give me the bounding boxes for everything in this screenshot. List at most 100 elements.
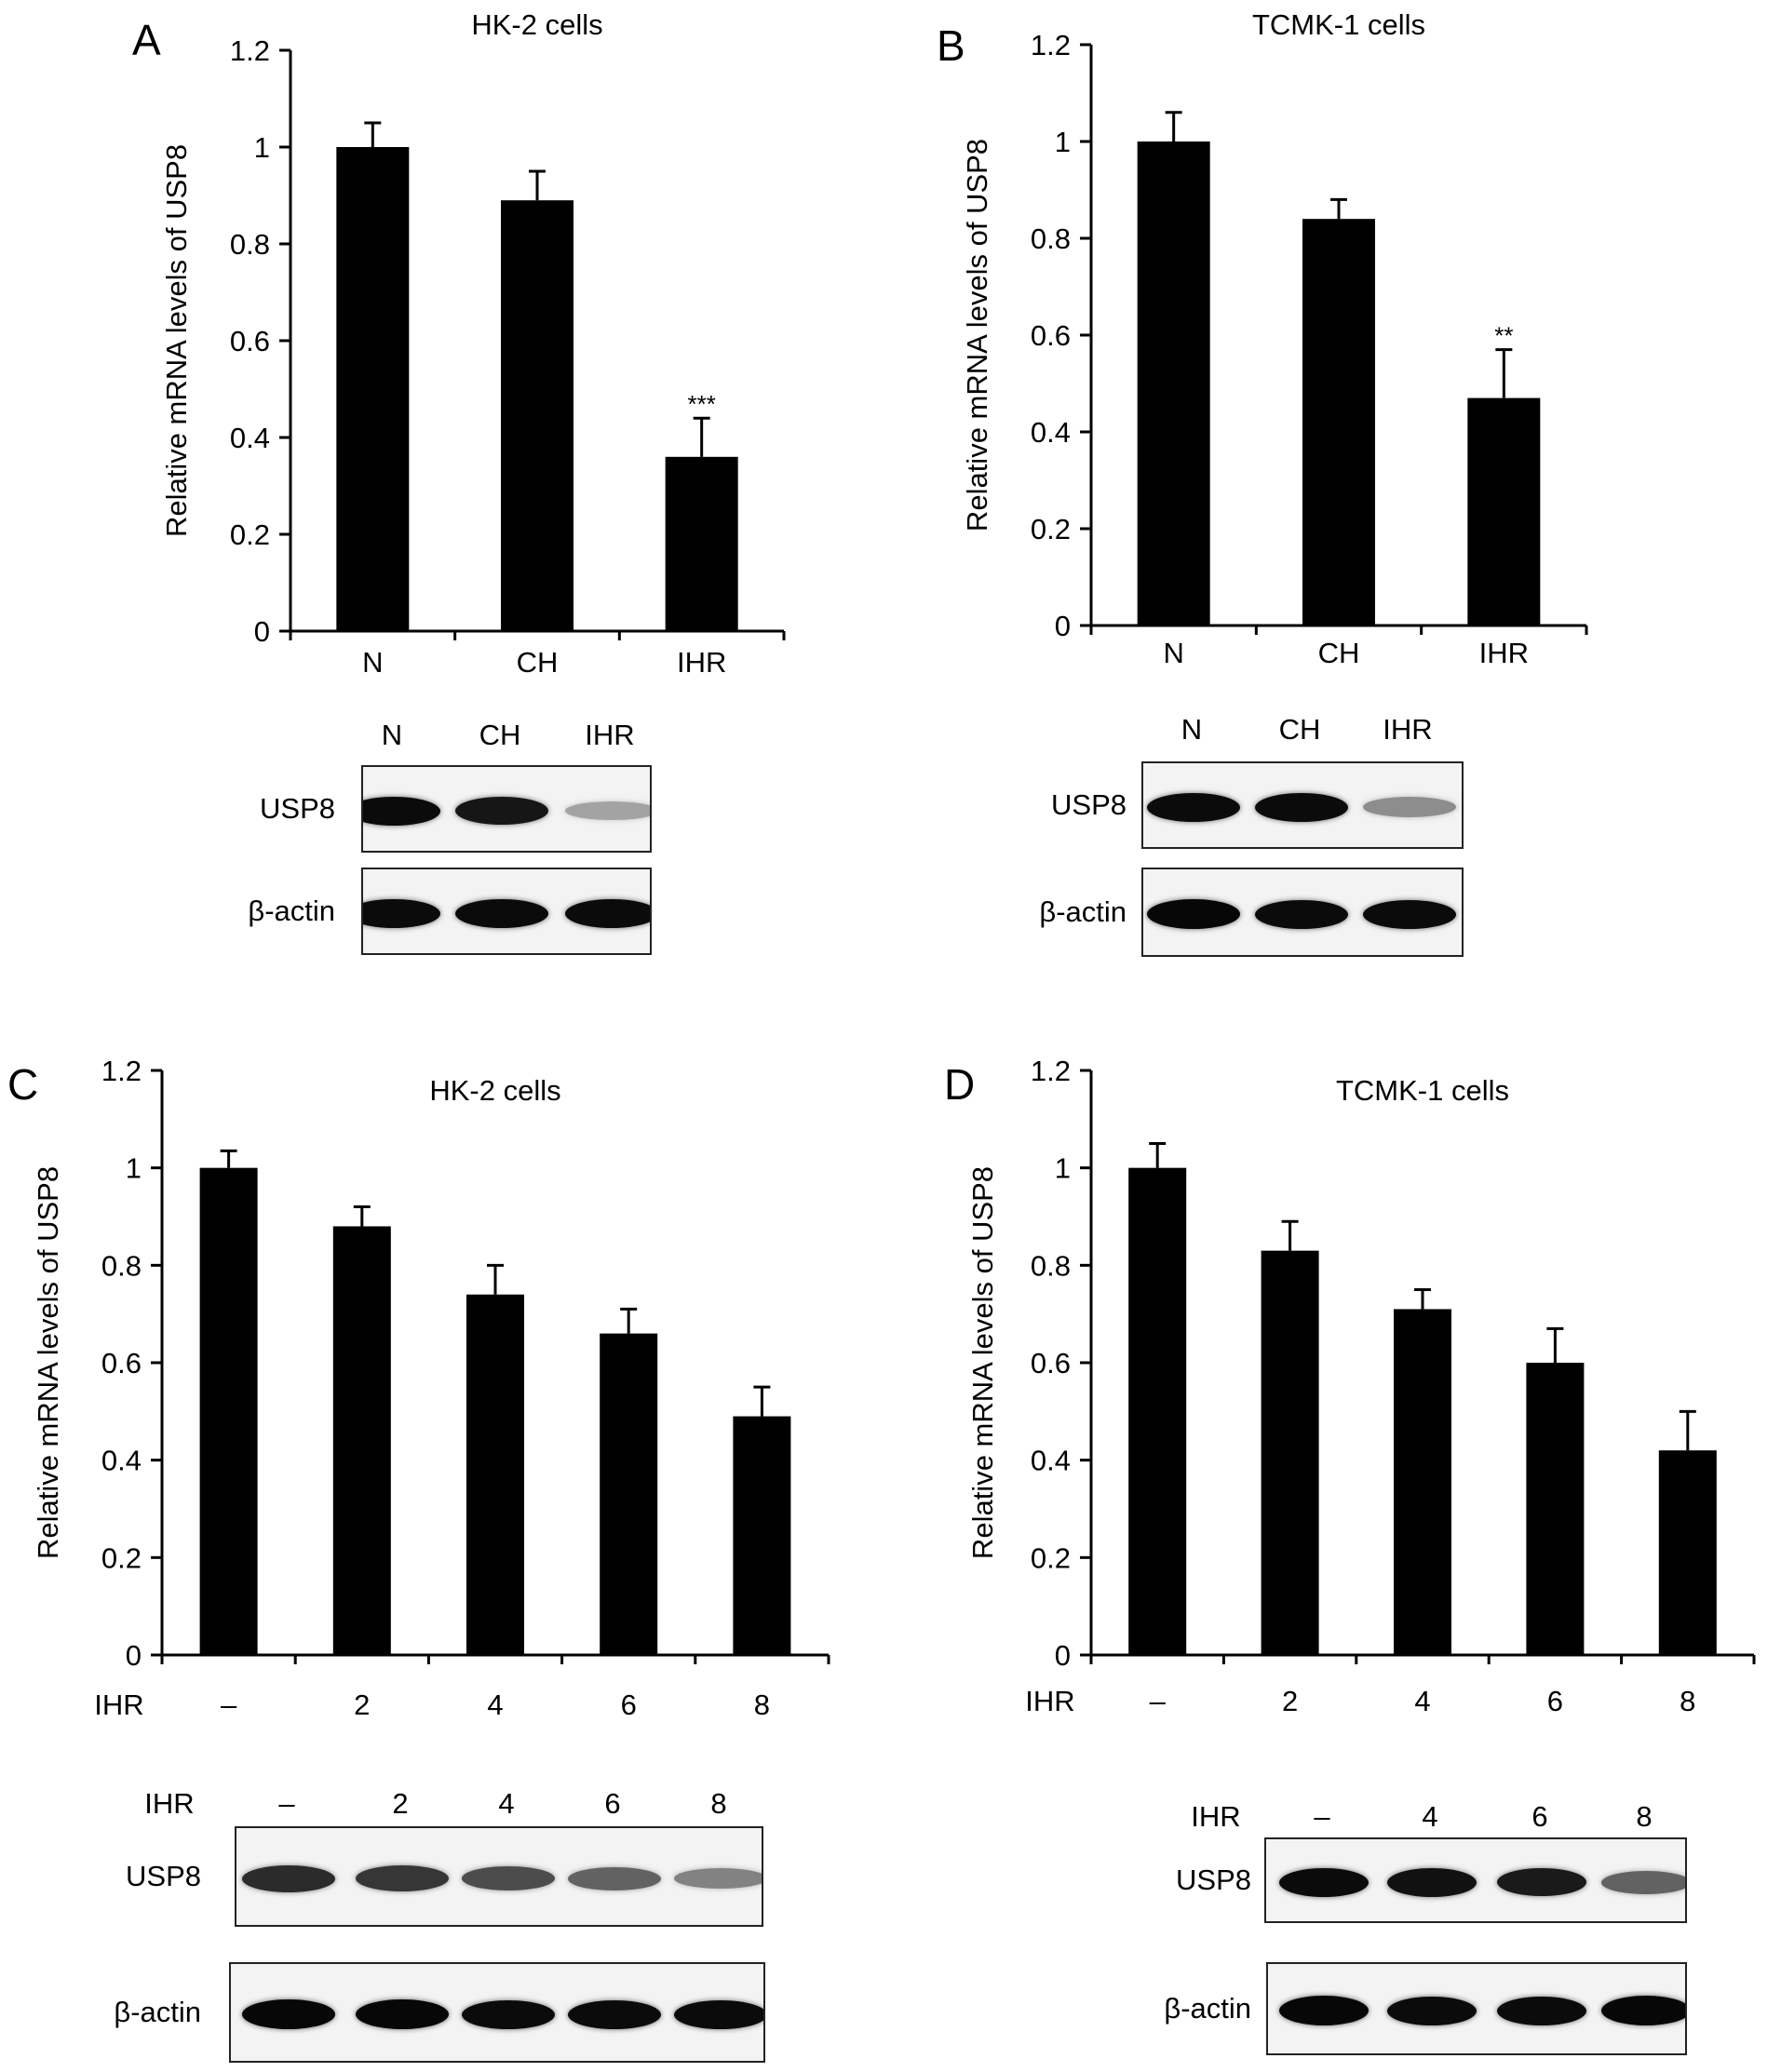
- blot-1-row-label-1: β-actin: [1039, 895, 1127, 928]
- chart-3-y-tick-label: 0.6: [1031, 1347, 1071, 1379]
- chart-2-bar-4: [733, 1416, 791, 1655]
- chart-0-y-tick-label: 0.2: [230, 518, 270, 551]
- blot-0-band-1-2: [565, 898, 650, 928]
- blot-2-band-0-2: [462, 1866, 555, 1890]
- chart-1-y-tick-label: 0: [1055, 610, 1071, 642]
- chart-0-y-tick-label: 0.4: [230, 422, 270, 454]
- blot-2-row-1: [229, 1962, 765, 2063]
- blot-3-band-0-2: [1497, 1868, 1586, 1896]
- blot-0-band-1-1: [455, 898, 548, 928]
- chart-0-bar-1: [501, 200, 573, 631]
- chart-2-y-axis-label: Relative mRNA levels of USP8: [32, 1166, 64, 1559]
- blot-0-lane-label-1: CH: [479, 719, 521, 751]
- chart-0-y-tick-label: 0.6: [230, 325, 270, 357]
- blot-0-band-0-1: [455, 797, 548, 825]
- chart-2-y-tick-label: 0.8: [101, 1249, 142, 1282]
- chart-3-y-tick-label: 0.8: [1031, 1249, 1071, 1282]
- blot-3-row-0: [1264, 1837, 1687, 1923]
- blot-1-lane-label-0: N: [1181, 713, 1203, 746]
- chart-2-y-tick-label: 1.2: [101, 1055, 142, 1087]
- chart-1-y-tick-label: 1: [1055, 126, 1071, 158]
- blot-1-row-1: [1141, 868, 1464, 957]
- chart-0-x-tick-label-1: CH: [517, 646, 559, 679]
- chart-2-title: HK-2 cells: [429, 1074, 560, 1107]
- chart-2-x-tick-label-1: 2: [354, 1689, 370, 1721]
- blot-2-lane-label-1: 2: [392, 1787, 409, 1820]
- chart-0-y-tick-label: 0: [254, 615, 270, 648]
- chart-2-bar-1: [332, 1226, 391, 1655]
- chart-3-title: TCMK-1 cells: [1336, 1074, 1509, 1107]
- blot-1-band-1-2: [1363, 899, 1456, 929]
- blot-2-band-0-4: [674, 1868, 762, 1889]
- blot-2-row-label-0: USP8: [126, 1860, 201, 1892]
- blot-2-band-0-0: [242, 1864, 335, 1892]
- chart-3-x-tick-label-2: 4: [1414, 1685, 1430, 1717]
- chart-1-bar-0: [1137, 141, 1210, 626]
- chart-1-y-tick-label: 1.2: [1031, 29, 1071, 61]
- chart-2-x-tick-label-0: –: [221, 1689, 237, 1721]
- blot-2-band-0-1: [356, 1865, 449, 1891]
- panel-c-letter: C: [7, 1060, 39, 1109]
- blot-1-lane-label-1: CH: [1278, 713, 1321, 746]
- chart-3-x-tick-label-3: 6: [1547, 1685, 1563, 1717]
- chart-3-y-tick-label: 0.4: [1031, 1445, 1071, 1477]
- chart-1-bar-2: [1467, 397, 1541, 626]
- chart-0-y-tick-label: 0.8: [230, 228, 270, 261]
- blot-3-band-0-0: [1279, 1867, 1369, 1897]
- chart-3-bar-2: [1394, 1309, 1451, 1655]
- blot-0-band-0-2: [565, 801, 650, 820]
- blot-3-lane-label-2: 6: [1531, 1800, 1548, 1833]
- chart-0-bar-2: [665, 456, 738, 631]
- blot-2-lane-label-4: 8: [710, 1787, 727, 1820]
- chart-2-x-prefix-label: IHR: [94, 1689, 143, 1721]
- blot-3-lane-label-0: –: [1314, 1800, 1330, 1833]
- blot-1-lane-label-2: IHR: [1383, 713, 1433, 746]
- chart-0-y-tick-label: 1: [254, 131, 270, 164]
- blot-1-band-0-0: [1147, 792, 1240, 822]
- blot-1-band-1-1: [1255, 899, 1348, 929]
- blot-0-band-0-0: [363, 796, 440, 826]
- panel-c-bar-chart: HK-2 cells Relative mRNA levels of USP8 0 0…: [32, 1055, 830, 1721]
- blot-3-band-0-3: [1601, 1870, 1685, 1894]
- chart-3-bar-1: [1261, 1250, 1319, 1655]
- blot-0-row-label-0: USP8: [260, 792, 335, 825]
- blot-3-band-1-3: [1601, 1996, 1685, 2025]
- chart-3-bar-0: [1128, 1167, 1187, 1655]
- chart-0-y-tick-label: 1.2: [230, 34, 270, 67]
- chart-2-x-tick-label-4: 8: [754, 1689, 770, 1721]
- chart-3-y-tick-label: 0: [1055, 1639, 1071, 1672]
- chart-0-x-tick-label-2: IHR: [677, 646, 726, 679]
- chart-0-x-tick-label-0: N: [362, 646, 383, 679]
- chart-2-y-tick-label: 0: [126, 1639, 142, 1672]
- chart-2-x-tick-label-3: 6: [621, 1689, 637, 1721]
- blot-0-band-1-0: [363, 898, 440, 928]
- blot-2-lane-label-0: –: [278, 1787, 295, 1820]
- chart-3-x-tick-label-1: 2: [1282, 1685, 1298, 1717]
- panel-a-bar-chart: HK-2 cells Relative mRNA levels of USP8 0 0…: [160, 8, 786, 679]
- chart-3-y-tick-label: 1.2: [1031, 1055, 1071, 1087]
- blot-0-lane-label-0: N: [381, 719, 403, 751]
- chart-2-y-tick-label: 0.4: [101, 1445, 142, 1477]
- blot-2-row-label-1: β-actin: [114, 1996, 201, 2028]
- blot-2-band-1-3: [568, 1999, 661, 2029]
- chart-3-bar-3: [1526, 1363, 1585, 1655]
- chart-2-bar-3: [600, 1333, 658, 1655]
- chart-3-y-axis-label: Relative mRNA levels of USP8: [966, 1166, 999, 1559]
- chart-2-y-tick-label: 0.6: [101, 1347, 142, 1379]
- blot-0-row-0: [361, 765, 652, 853]
- blot-3-row-label-0: USP8: [1176, 1863, 1251, 1896]
- chart-0-significance-2: ***: [687, 390, 715, 418]
- panel-b-bar-chart: TCMK-1 cells Relative mRNA levels of USP8…: [961, 8, 1588, 669]
- chart-2-y-tick-label: 1: [126, 1152, 142, 1185]
- blot-3-band-0-1: [1387, 1867, 1477, 1897]
- blot-1-row-label-0: USP8: [1051, 788, 1127, 821]
- chart-2-y-tick-label: 0.2: [101, 1541, 142, 1574]
- panel-b-letter: B: [937, 21, 965, 70]
- chart-1-y-axis-label: Relative mRNA levels of USP8: [961, 139, 993, 531]
- blot-2-header-prefix: IHR: [144, 1787, 195, 1820]
- blot-3-header-prefix: IHR: [1191, 1800, 1241, 1833]
- chart-1-title: TCMK-1 cells: [1252, 8, 1425, 41]
- blot-2-band-0-3: [568, 1866, 661, 1890]
- blot-1-band-0-2: [1363, 797, 1456, 817]
